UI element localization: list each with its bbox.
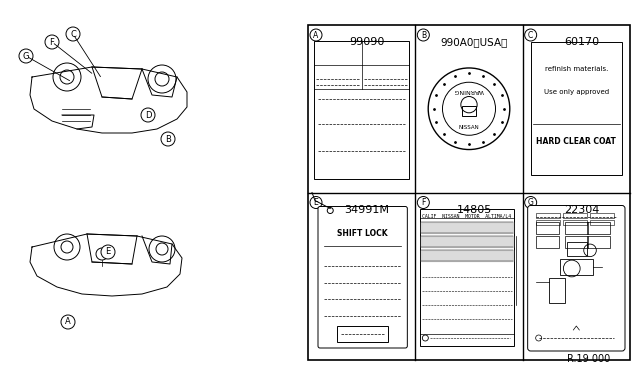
Text: SHIFT LOCK: SHIFT LOCK xyxy=(337,229,388,238)
Bar xyxy=(531,42,622,174)
Bar xyxy=(314,41,410,179)
Text: C: C xyxy=(70,29,76,38)
Text: A: A xyxy=(314,31,319,39)
Bar xyxy=(308,25,630,360)
Text: C: C xyxy=(528,31,533,39)
Circle shape xyxy=(148,65,176,93)
Text: A: A xyxy=(65,317,71,327)
Bar xyxy=(549,278,565,303)
Bar xyxy=(565,222,588,234)
Circle shape xyxy=(310,196,322,208)
Bar xyxy=(590,213,614,218)
Circle shape xyxy=(45,35,59,49)
Bar xyxy=(590,219,614,225)
Circle shape xyxy=(417,29,429,41)
Text: B: B xyxy=(420,31,426,39)
Bar xyxy=(563,219,587,225)
Circle shape xyxy=(417,196,429,208)
Bar xyxy=(563,213,587,218)
Text: CALIF  NISSAN  MOTOR  ALTIMA/L4: CALIF NISSAN MOTOR ALTIMA/L4 xyxy=(422,214,511,218)
FancyBboxPatch shape xyxy=(318,206,407,348)
Text: 22304: 22304 xyxy=(564,205,599,215)
Circle shape xyxy=(149,236,175,262)
Text: E: E xyxy=(314,198,318,207)
Bar xyxy=(565,236,588,247)
Text: 34991M: 34991M xyxy=(344,205,389,215)
Text: G: G xyxy=(528,198,534,207)
Text: 14805: 14805 xyxy=(456,205,492,215)
Bar xyxy=(536,213,560,218)
Bar xyxy=(536,219,560,225)
Text: refinish materials.: refinish materials. xyxy=(545,65,608,71)
Text: B: B xyxy=(165,135,171,144)
Bar xyxy=(420,208,514,346)
Circle shape xyxy=(54,234,80,260)
Circle shape xyxy=(310,29,322,41)
Bar xyxy=(536,236,559,247)
Bar xyxy=(461,106,476,116)
Text: E: E xyxy=(106,247,111,257)
Circle shape xyxy=(19,49,33,63)
Circle shape xyxy=(161,132,175,146)
Bar xyxy=(588,236,610,247)
Text: NISSAN: NISSAN xyxy=(459,125,479,129)
Bar xyxy=(567,242,588,256)
Text: 60170: 60170 xyxy=(564,37,599,47)
FancyBboxPatch shape xyxy=(527,205,625,351)
Text: Use only approved: Use only approved xyxy=(544,89,609,95)
Circle shape xyxy=(525,29,537,41)
Bar xyxy=(588,222,610,234)
Text: R.19 000: R.19 000 xyxy=(567,354,610,364)
Text: D: D xyxy=(145,110,151,119)
Bar xyxy=(560,259,593,275)
Circle shape xyxy=(525,196,537,208)
Text: F: F xyxy=(421,198,426,207)
Text: F: F xyxy=(49,38,54,46)
Bar xyxy=(337,326,388,342)
Circle shape xyxy=(53,63,81,91)
Circle shape xyxy=(141,108,155,122)
Circle shape xyxy=(61,315,75,329)
Text: 99090: 99090 xyxy=(349,37,385,47)
Text: G: G xyxy=(23,51,29,61)
Bar xyxy=(536,222,559,234)
Text: 990A0（USA）: 990A0（USA） xyxy=(440,37,508,47)
Circle shape xyxy=(327,208,333,214)
Circle shape xyxy=(101,245,115,259)
Circle shape xyxy=(66,27,80,41)
Text: WARNING: WARNING xyxy=(454,88,484,93)
Text: HARD CLEAR COAT: HARD CLEAR COAT xyxy=(536,137,616,146)
